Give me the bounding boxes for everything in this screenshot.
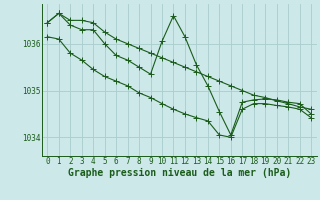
X-axis label: Graphe pression niveau de la mer (hPa): Graphe pression niveau de la mer (hPa) — [68, 168, 291, 178]
